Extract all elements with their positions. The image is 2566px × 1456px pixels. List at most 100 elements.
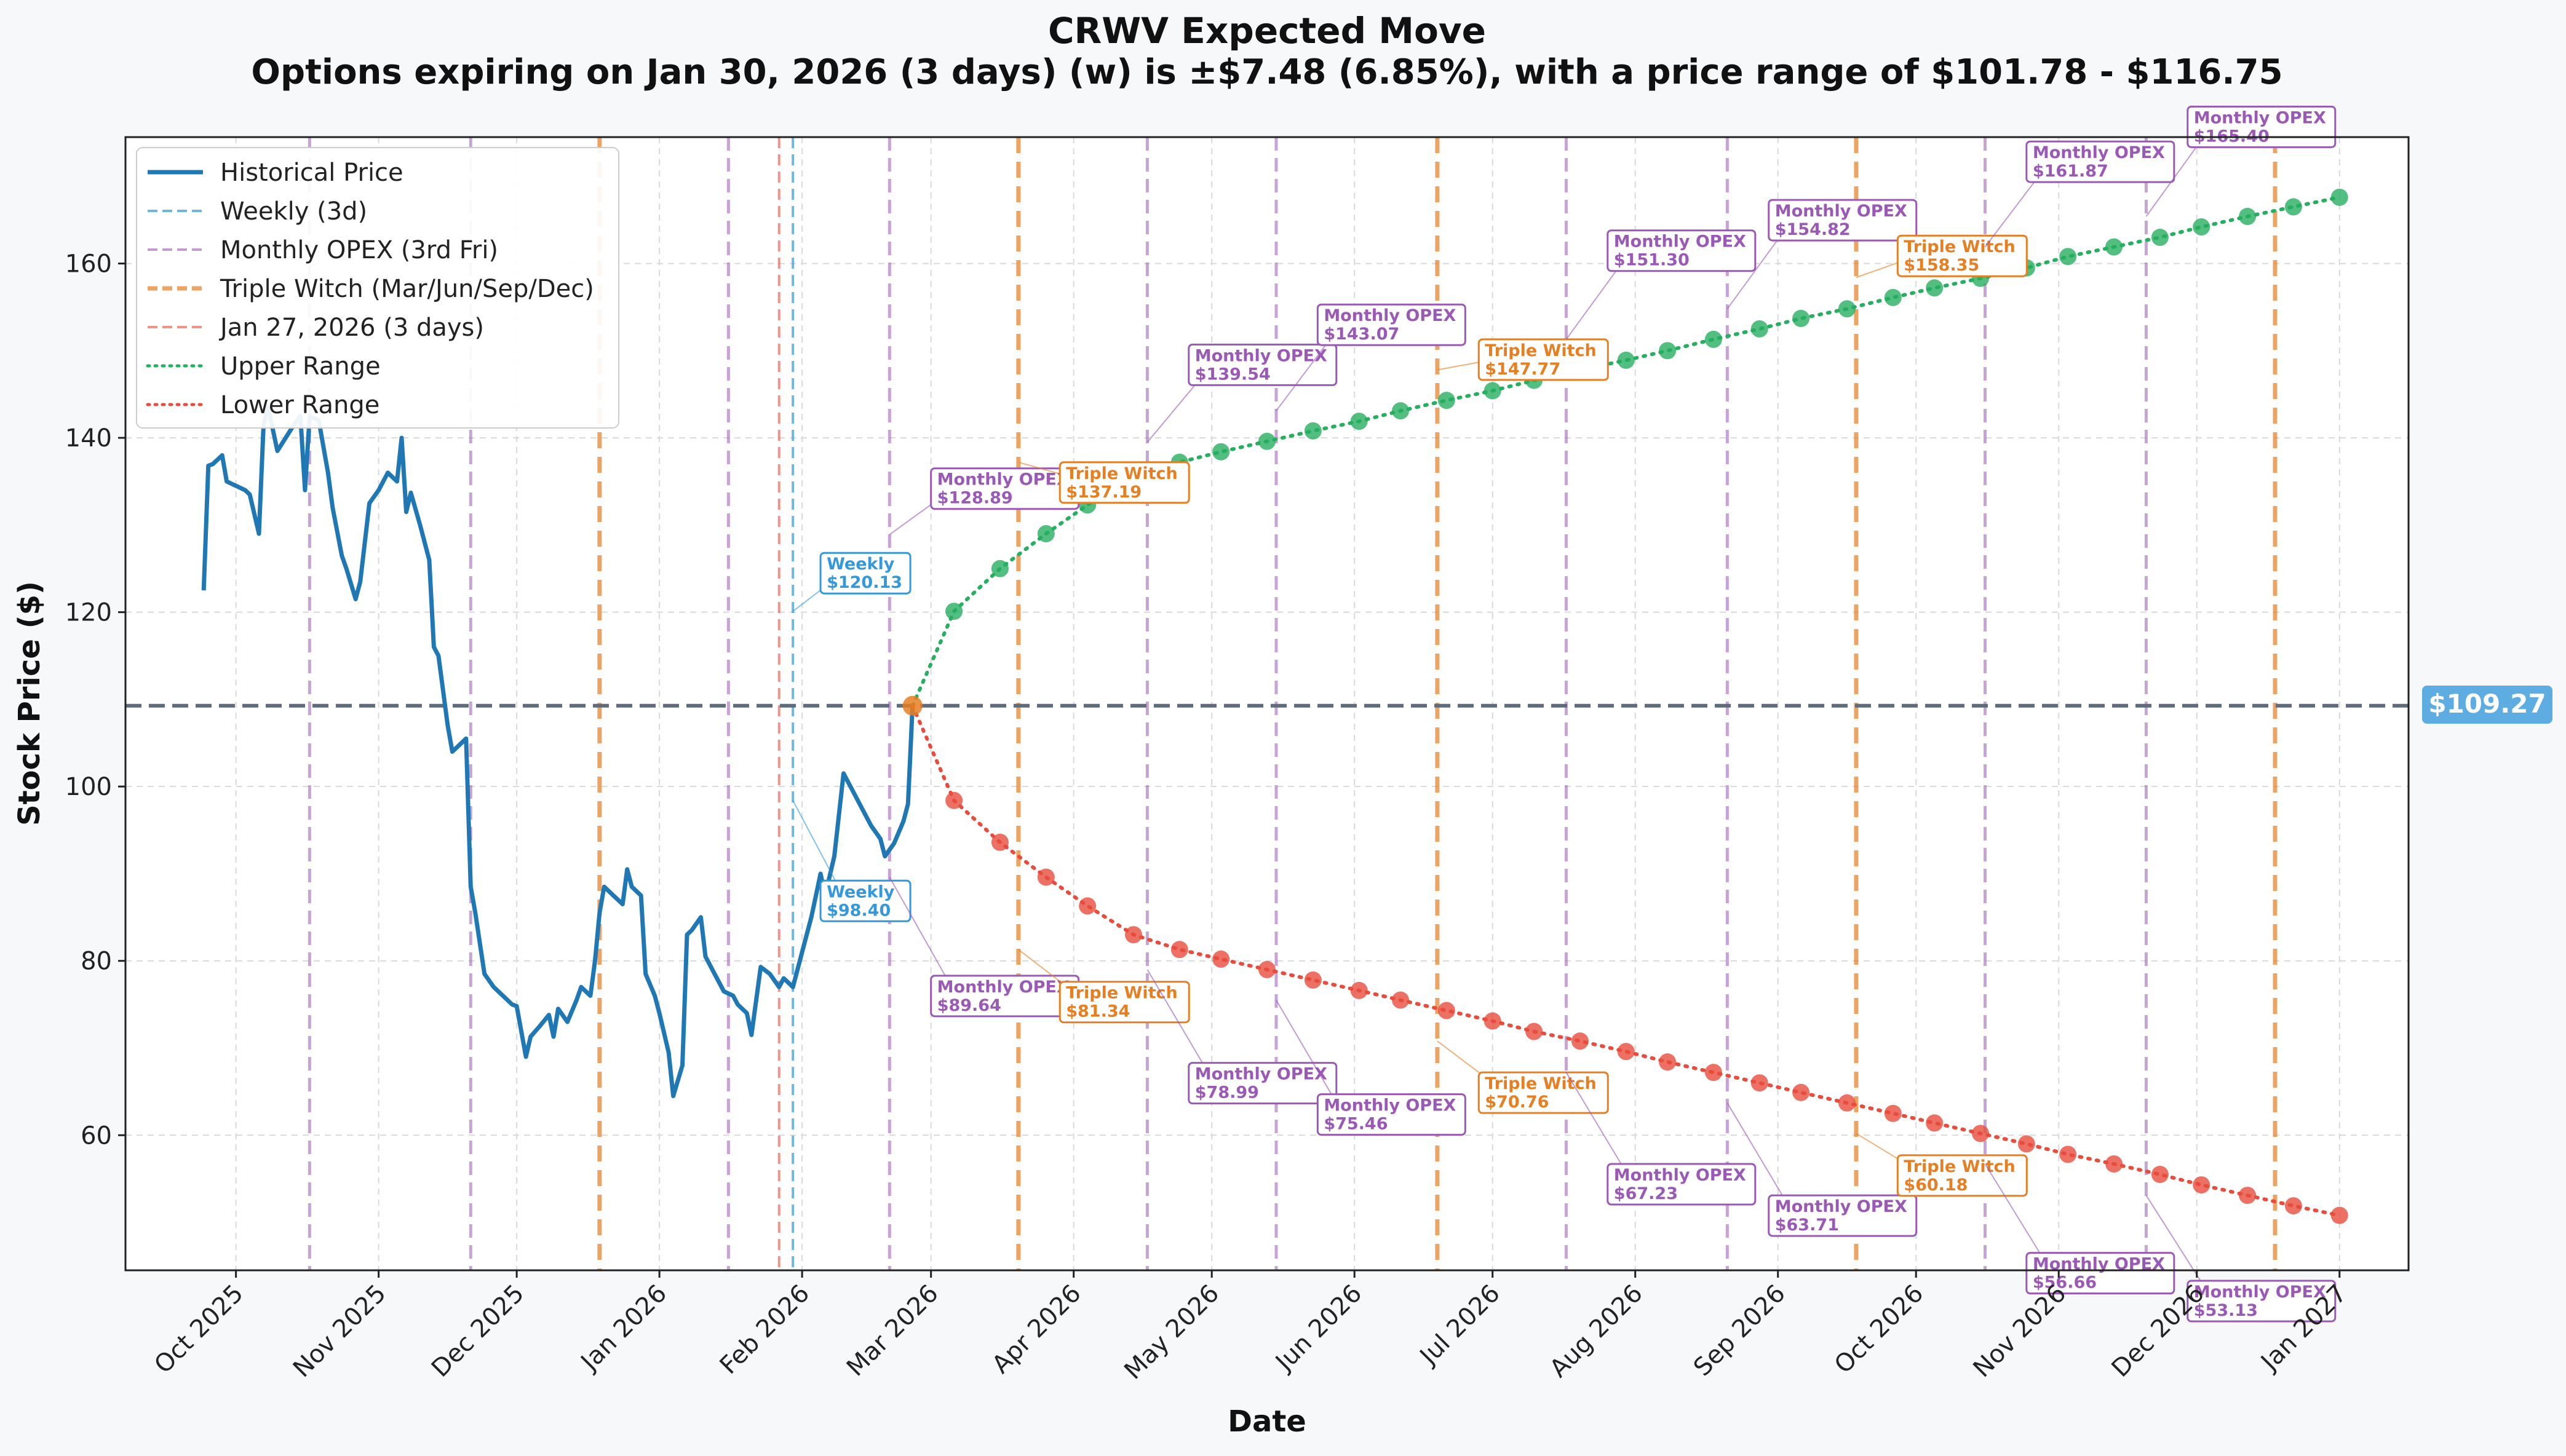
monthly-annotation: Monthly OPEX$53.13 xyxy=(2145,1195,2337,1323)
current-price-badge-label: $109.27 xyxy=(2428,689,2546,719)
annotation-box xyxy=(1316,1093,1466,1136)
chart-title: CRWV Expected Move xyxy=(1048,10,1486,52)
annotation-box xyxy=(1477,338,1609,381)
annotation-title: Monthly OPEX xyxy=(937,978,1070,997)
x-axis-label: Date xyxy=(1228,1404,1306,1439)
annotation-box xyxy=(819,879,912,922)
lower-range-point xyxy=(991,833,1009,851)
plot-frame xyxy=(124,136,2410,1272)
legend-label-historical: Historical Price xyxy=(220,159,403,187)
monthly-annotation: Monthly OPEX$143.07 xyxy=(1276,303,1466,411)
annotation-value: $67.23 xyxy=(1614,1184,1678,1203)
monthly-annotation: Monthly OPEX$161.87 xyxy=(1984,140,2175,248)
lower-range-point xyxy=(2239,1187,2257,1205)
lower-range-point xyxy=(1972,1125,1989,1142)
annotation-title: Triple Witch xyxy=(1485,1074,1597,1093)
weekly-annotation: Weekly$120.13 xyxy=(792,552,912,612)
triple-annotation: Triple Witch$81.34 xyxy=(1018,949,1190,1024)
annotation-title: Triple Witch xyxy=(1066,464,1178,483)
annotation-value: $56.66 xyxy=(2033,1273,2097,1292)
triple-annotation: Triple Witch$60.18 xyxy=(1856,1133,2028,1197)
upper-range-point xyxy=(1258,432,1276,450)
upper-range-point xyxy=(1884,288,1902,306)
annotation-title: Monthly OPEX xyxy=(1195,346,1327,365)
upper-range-point xyxy=(1704,330,1722,348)
annotation-title: Monthly OPEX xyxy=(1775,1197,1907,1216)
annotation-title: Monthly OPEX xyxy=(2033,143,2165,162)
lower-range-point xyxy=(2330,1206,2348,1224)
annotation-value: $98.40 xyxy=(827,901,891,920)
annotation-box xyxy=(1896,234,2028,277)
annotation-title: Monthly OPEX xyxy=(1195,1065,1327,1084)
annotation-box xyxy=(2187,1280,2337,1323)
lower-range-point xyxy=(2017,1135,2035,1153)
upper-range-point xyxy=(1838,300,1856,318)
lower-range-point xyxy=(1212,950,1230,968)
annotation-box xyxy=(1607,229,1757,272)
annotation-value: $154.82 xyxy=(1775,220,1851,239)
upper-range-point xyxy=(1037,525,1055,543)
historical-price-series xyxy=(201,405,915,1098)
upper-range-point xyxy=(1926,279,1944,297)
annotation-value: $78.99 xyxy=(1195,1083,1259,1102)
annotation-box xyxy=(2025,140,2175,183)
lower-range-point xyxy=(1525,1023,1543,1040)
upper-range-point xyxy=(1750,320,1768,338)
annotation-box xyxy=(1896,1154,2028,1197)
annotation-value: $147.77 xyxy=(1485,360,1560,379)
current-price-badge: $109.27 xyxy=(2422,686,2552,724)
y-tick-label: 80 xyxy=(81,948,112,976)
upper-range-point xyxy=(1792,309,1810,327)
monthly-annotation: Monthly OPEX$89.64 xyxy=(889,877,1080,1018)
annotation-title: Monthly OPEX xyxy=(2194,108,2326,127)
monthly-annotation: Monthly OPEX$75.46 xyxy=(1276,1000,1466,1136)
upper-range-point xyxy=(1484,382,1501,400)
upper-range-point xyxy=(2151,229,2169,247)
lower-range-point xyxy=(1750,1074,1768,1092)
legend-label-lower: Lower Range xyxy=(220,391,379,419)
upper-range-point xyxy=(2239,208,2257,226)
upper-range-point xyxy=(2284,198,2302,216)
annotation-value: $89.64 xyxy=(937,996,1001,1015)
lower-range-point xyxy=(1437,1002,1455,1019)
annotation-title: Monthly OPEX xyxy=(1324,1096,1456,1115)
upper-range-point xyxy=(2193,218,2210,236)
current-price-point xyxy=(902,695,923,716)
annotation-value: $70.76 xyxy=(1485,1093,1549,1112)
triple-annotation: Triple Witch$147.77 xyxy=(1437,338,1609,381)
annotation-box xyxy=(1768,199,1918,242)
legend-box xyxy=(136,147,619,429)
upper-range-point xyxy=(1350,413,1368,430)
lower-range-point xyxy=(1838,1094,1856,1112)
lower-range-point xyxy=(1484,1012,1501,1030)
annotation-title: Monthly OPEX xyxy=(937,470,1070,489)
legend-label-triple: Triple Witch (Mar/Jun/Sep/Dec) xyxy=(220,275,594,303)
annotation-box xyxy=(1059,461,1190,504)
annotation-title: Monthly OPEX xyxy=(1614,1166,1746,1185)
lower-range-point xyxy=(1170,941,1188,959)
lower-range-point xyxy=(1571,1032,1589,1050)
annotation-title: Monthly OPEX xyxy=(1775,202,1907,221)
annotation-value: $137.19 xyxy=(1066,483,1142,502)
annotation-title: Triple Witch xyxy=(1904,237,2016,256)
annotation-box xyxy=(1316,303,1466,346)
lower-range-point xyxy=(1926,1114,1944,1132)
annotation-value: $81.34 xyxy=(1066,1002,1130,1021)
upper-range-point xyxy=(1304,422,1322,440)
lower-range-point xyxy=(1304,971,1322,989)
lower-range-point xyxy=(2193,1176,2210,1194)
annotation-value: $60.18 xyxy=(1904,1176,1968,1195)
triple-annotation: Triple Witch$70.76 xyxy=(1437,1040,1609,1114)
lower-range-point xyxy=(1659,1053,1677,1071)
lower-range-point xyxy=(2284,1197,2302,1215)
y-tick-label: 120 xyxy=(65,599,112,627)
annotation-box xyxy=(1059,981,1190,1024)
annotation-value: $75.46 xyxy=(1324,1115,1388,1134)
annotation-value: $151.30 xyxy=(1614,251,1690,270)
lower-range-point xyxy=(1258,960,1276,978)
monthly-annotation: Monthly OPEX$63.71 xyxy=(1726,1102,1918,1237)
lower-range-point xyxy=(1392,991,1410,1009)
historical-price-line xyxy=(201,405,915,1098)
annotation-value: $53.13 xyxy=(2194,1301,2258,1320)
annotation-box xyxy=(1477,1071,1609,1114)
